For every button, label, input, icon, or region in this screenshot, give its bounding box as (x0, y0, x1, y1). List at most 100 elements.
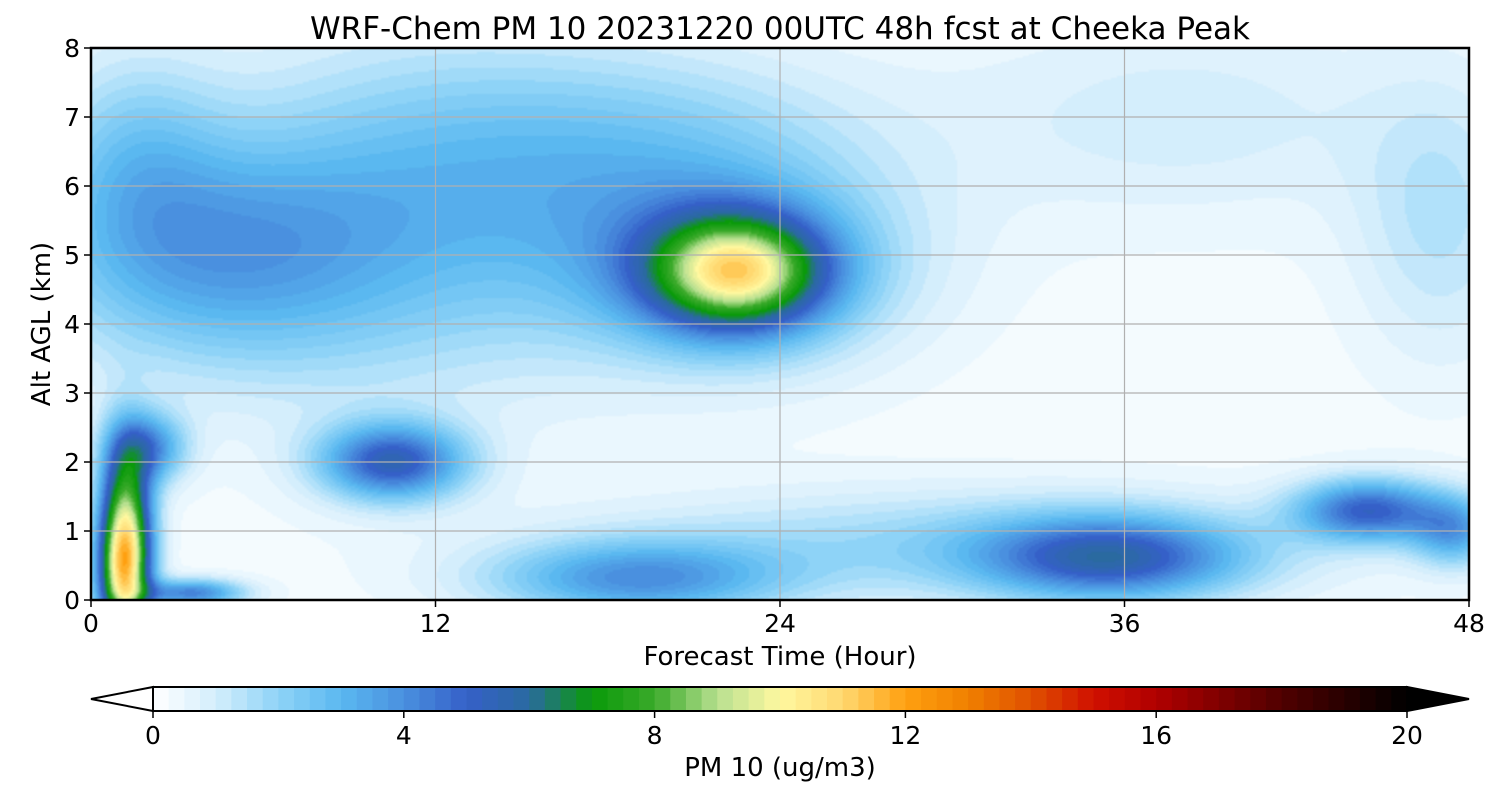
colorbar-swatch (827, 687, 844, 711)
colorbar-swatch (200, 687, 217, 711)
colorbar-swatch (388, 687, 405, 711)
colorbar-swatch (1124, 687, 1142, 711)
colorbar-swatch (858, 687, 875, 711)
y-tick-label: 2 (64, 448, 80, 477)
colorbar-swatch (1171, 687, 1189, 711)
colorbar-swatch (435, 687, 452, 711)
colorbar-swatch (184, 687, 201, 711)
colorbar-swatch (1156, 687, 1173, 711)
colorbar-swatch (983, 687, 1001, 711)
colorbar-swatch (153, 687, 170, 711)
colorbar-swatch (1391, 687, 1408, 711)
colorbar-swatch (278, 687, 295, 711)
colorbar-swatch (341, 687, 358, 711)
colorbar-swatch (717, 687, 734, 711)
colorbar-swatch (247, 687, 264, 711)
y-tick-label: 7 (64, 103, 80, 132)
colorbar-swatch (732, 687, 750, 711)
colorbar-swatch (419, 687, 436, 711)
colorbar-swatch (1015, 687, 1032, 711)
colorbar-swatch (952, 687, 969, 711)
y-tick-label: 0 (64, 586, 80, 615)
colorbar-swatch (497, 687, 515, 711)
colorbar-swatch (309, 687, 327, 711)
colorbar-swatch (356, 687, 374, 711)
colorbar: 0 4 8 12 16 20 PM 10 (ug/m3) (90, 685, 1470, 783)
colorbar-swatch (795, 687, 812, 711)
colorbar-swatch (685, 687, 703, 711)
colorbar-swatches (153, 687, 1408, 711)
colorbar-extend-min (90, 685, 154, 713)
colorbar-label: PM 10 (ug/m3) (684, 753, 876, 783)
colorbar-swatch (1077, 687, 1095, 711)
y-axis-label: Alt AGL (km) (27, 242, 57, 406)
colorbar-swatch (999, 687, 1016, 711)
colorbar-swatch (889, 687, 906, 711)
colorbar-swatch (1187, 687, 1204, 711)
colorbar-swatch (874, 687, 891, 711)
colorbar-swatch (1093, 687, 1110, 711)
colorbar-swatch (544, 687, 562, 711)
colorbar-extend-max (1406, 685, 1470, 713)
colorbar-swatch (638, 687, 656, 711)
colorbar-swatch (372, 687, 389, 711)
colorbar-swatch (513, 687, 530, 711)
colorbar-swatch (1297, 687, 1314, 711)
colorbar-swatch (231, 687, 248, 711)
colorbar-swatch (905, 687, 922, 711)
colorbar-swatch (466, 687, 483, 711)
colorbar-swatch (591, 687, 609, 711)
y-tick-label: 5 (64, 241, 80, 270)
colorbar-swatch (936, 687, 954, 711)
colorbar-tick-label: 8 (647, 721, 663, 750)
colorbar-swatch (1140, 687, 1157, 711)
colorbar-tick-label: 4 (396, 721, 412, 750)
colorbar-swatch (325, 687, 342, 711)
colorbar-swatch (262, 687, 279, 711)
colorbar-tick-label: 16 (1140, 721, 1172, 750)
colorbar-swatch (1046, 687, 1063, 711)
colorbar-swatch (168, 687, 185, 711)
colorbar-swatch (560, 687, 577, 711)
y-tick-label: 8 (64, 34, 80, 63)
colorbar-swatch (1281, 687, 1298, 711)
colorbar-tick-label: 20 (1391, 721, 1423, 750)
x-tick-label: 24 (764, 609, 796, 638)
colorbar-swatch (450, 687, 468, 711)
colorbar-swatch (921, 687, 938, 711)
colorbar-swatch (1109, 687, 1126, 711)
colorbar-tick-label: 12 (889, 721, 921, 750)
colorbar-ticks: 0 4 8 12 16 20 (145, 711, 1423, 750)
x-axis: 0 12 24 36 48 (83, 600, 1485, 638)
colorbar-swatch (968, 687, 985, 711)
colorbar-swatch (576, 687, 593, 711)
y-axis: 0 1 2 3 4 5 6 7 8 (64, 34, 91, 615)
colorbar-swatch (701, 687, 718, 711)
colorbar-swatch (842, 687, 859, 711)
colorbar-swatch (1250, 687, 1267, 711)
colorbar-swatch (1359, 687, 1377, 711)
colorbar-swatch (748, 687, 765, 711)
colorbar-swatch (1218, 687, 1236, 711)
colorbar-swatch (780, 687, 797, 711)
x-tick-label: 48 (1453, 609, 1485, 638)
colorbar-frame (152, 686, 1408, 712)
colorbar-swatch (811, 687, 828, 711)
y-tick-label: 3 (64, 379, 80, 408)
y-tick-label: 1 (64, 517, 80, 546)
colorbar-swatch (1344, 687, 1361, 711)
colorbar-swatch (607, 687, 624, 711)
colorbar-swatch (654, 687, 671, 711)
colorbar-swatch (1030, 687, 1048, 711)
x-axis-label: Forecast Time (Hour) (643, 642, 916, 672)
colorbar-swatch (1062, 687, 1079, 711)
x-tick-label: 0 (83, 609, 99, 638)
colorbar-swatch (482, 687, 499, 711)
colorbar-swatch (623, 687, 640, 711)
colorbar-swatch (294, 687, 311, 711)
colorbar-tick-label: 0 (145, 721, 161, 750)
x-tick-label: 36 (1109, 609, 1141, 638)
colorbar-swatch (1234, 687, 1251, 711)
colorbar-swatch (529, 687, 546, 711)
